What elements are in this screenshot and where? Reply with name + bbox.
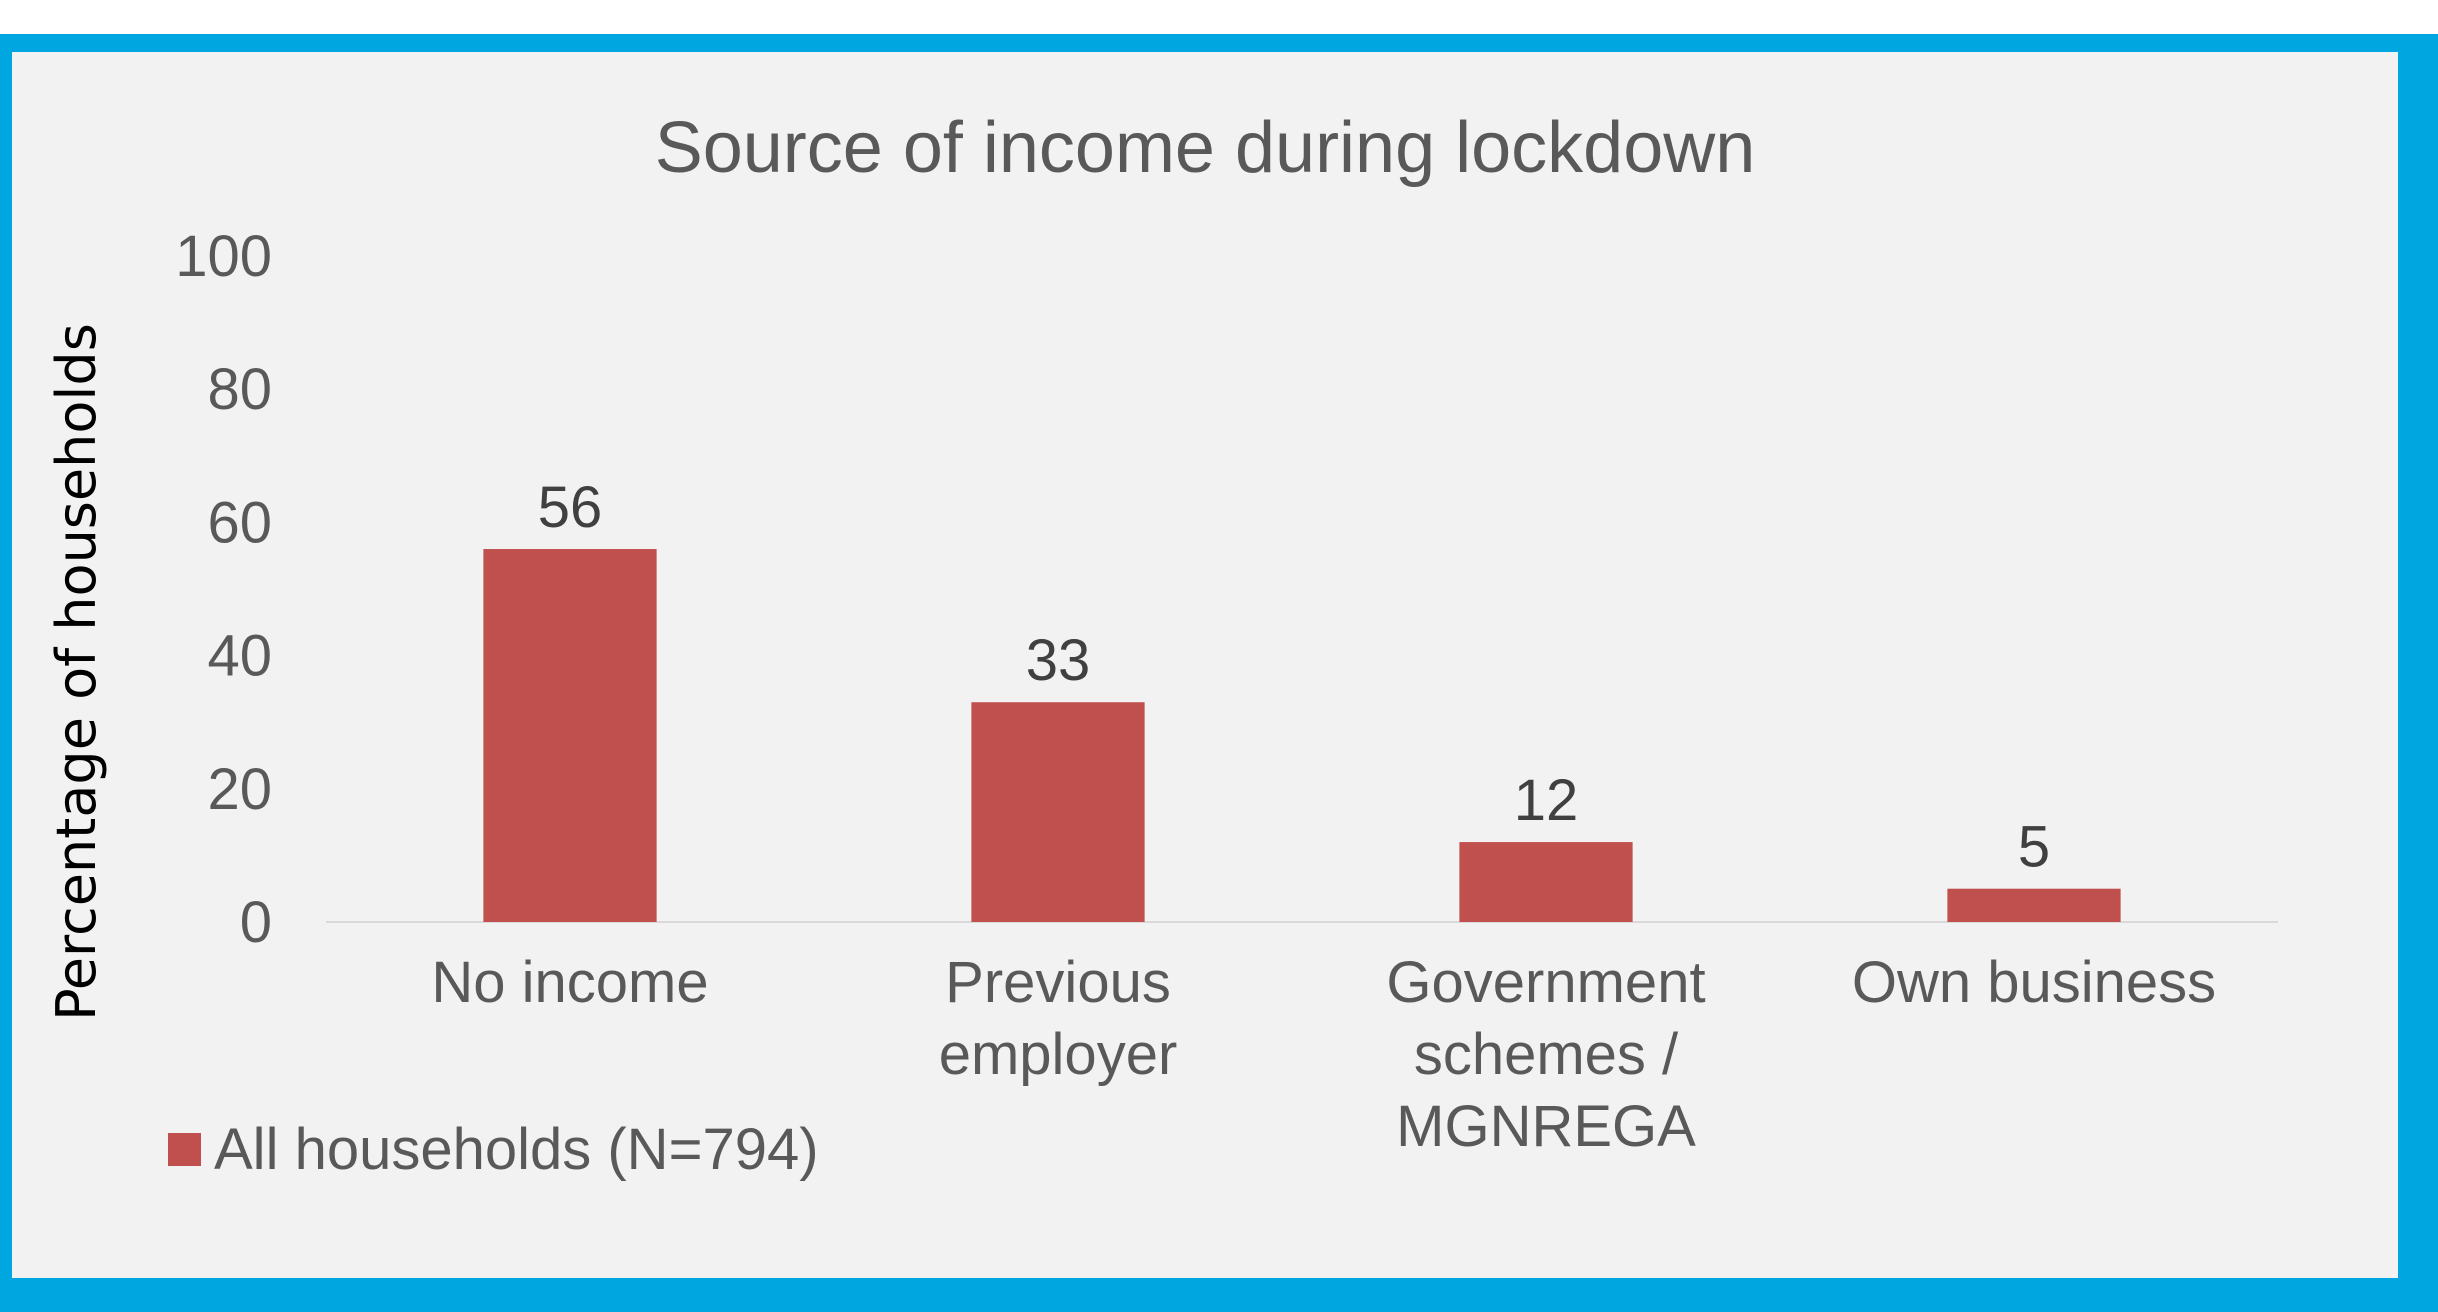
bar-value-label: 33 [1026, 628, 1091, 693]
x-category-label: No income [431, 950, 708, 1015]
chart-panel: Source of income during lockdown Percent… [12, 52, 2398, 1278]
x-category-label-line: employer [939, 1022, 1178, 1087]
x-category-label: Own business [1852, 950, 2216, 1015]
legend-label: All households (N=794) [214, 1117, 819, 1182]
y-tick-label: 40 [207, 624, 272, 689]
x-category-label-line: MGNREGA [1396, 1094, 1696, 1159]
x-category-label-line: Own business [1852, 950, 2216, 1015]
y-tick-label: 60 [207, 490, 272, 555]
bar-value-label: 5 [2018, 815, 2050, 880]
y-tick-label: 80 [207, 357, 272, 422]
data-labels: 56 33 12 5 [538, 475, 2050, 880]
x-category-label-line: Government [1386, 950, 1705, 1015]
bar-series [483, 549, 2121, 922]
y-tick-label: 100 [175, 224, 272, 289]
x-axis-category-labels: No income Previous employer Government schem… [431, 950, 2216, 1159]
y-axis-label: Percentage of households [45, 323, 108, 1021]
x-category-label-line: schemes / [1414, 1022, 1679, 1087]
legend: All households (N=794) [168, 1117, 819, 1182]
bar-value-label: 56 [538, 475, 603, 540]
bar [1947, 888, 2121, 922]
bar [971, 702, 1145, 922]
y-tick-label: 0 [240, 890, 272, 955]
y-axis-ticks: 0 20 40 60 80 100 [175, 224, 272, 955]
bar-chart: Source of income during lockdown Percent… [45, 108, 2278, 1182]
y-tick-label: 20 [207, 757, 272, 822]
x-category-label-line: Previous [945, 950, 1171, 1015]
x-category-label: Government schemes / MGNREGA [1386, 950, 1705, 1159]
x-category-label: Previous employer [939, 950, 1178, 1087]
bar-value-label: 12 [1514, 768, 1579, 833]
bar [483, 549, 657, 922]
bar [1459, 842, 1633, 922]
chart-title: Source of income during lockdown [655, 108, 1756, 188]
x-category-label-line: No income [431, 950, 708, 1015]
legend-swatch [168, 1133, 201, 1166]
